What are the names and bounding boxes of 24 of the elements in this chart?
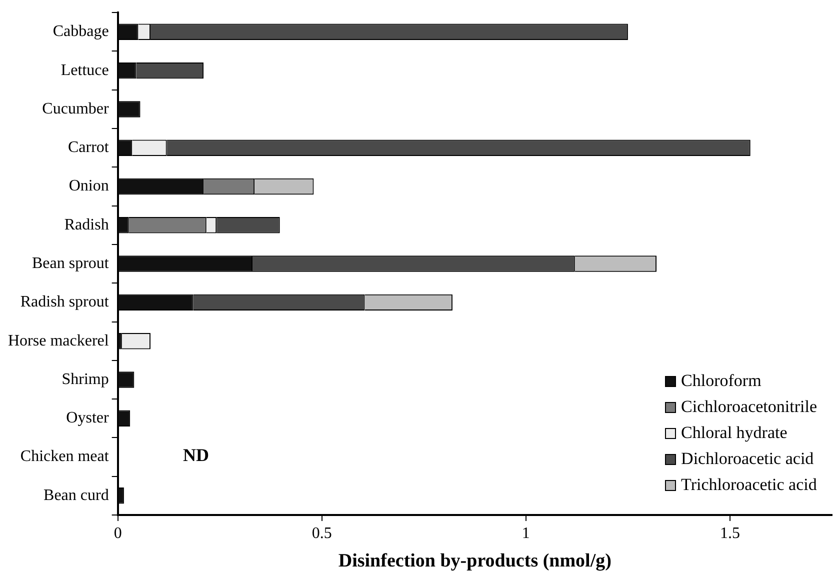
y-tick-label: Cabbage [52, 23, 109, 40]
y-tick-label: Radish [64, 216, 109, 234]
y-tick-label: Chicken meat [20, 448, 110, 466]
y-tick-label: Radish sprout [20, 294, 110, 311]
y-tick-label: Bean sprout [32, 255, 110, 272]
x-tick-label: 1.5 [720, 524, 740, 542]
y-tick-label: Onion [68, 178, 109, 195]
y-tick-label: Oyster [66, 410, 110, 427]
y-tick-label: Shrimp [62, 370, 109, 388]
legend-label: Trichloroacetic acid [680, 475, 817, 495]
y-tick-label: Lettuce [60, 62, 109, 79]
y-tick-label: Cucumber [42, 100, 110, 118]
x-tick-label: 0 [114, 524, 122, 542]
annotation: ND [183, 445, 209, 466]
legend-label: Dichloroacetic acid [680, 449, 815, 469]
legend-label: Chloral hydrate [680, 423, 788, 443]
x-axis-title: Disinfection by-products (nmol/g) [338, 550, 612, 572]
y-tick-label: Bean curd [44, 486, 109, 504]
x-tick-label: 1 [522, 524, 530, 542]
y-tick-label: Horse mackerel [8, 332, 110, 350]
legend-label: Cichloroacetonitrile [680, 397, 817, 417]
y-tick-label: Carrot [68, 139, 110, 156]
legend-label: Chloroform [680, 371, 762, 391]
x-tick-label: 0.5 [312, 524, 332, 542]
